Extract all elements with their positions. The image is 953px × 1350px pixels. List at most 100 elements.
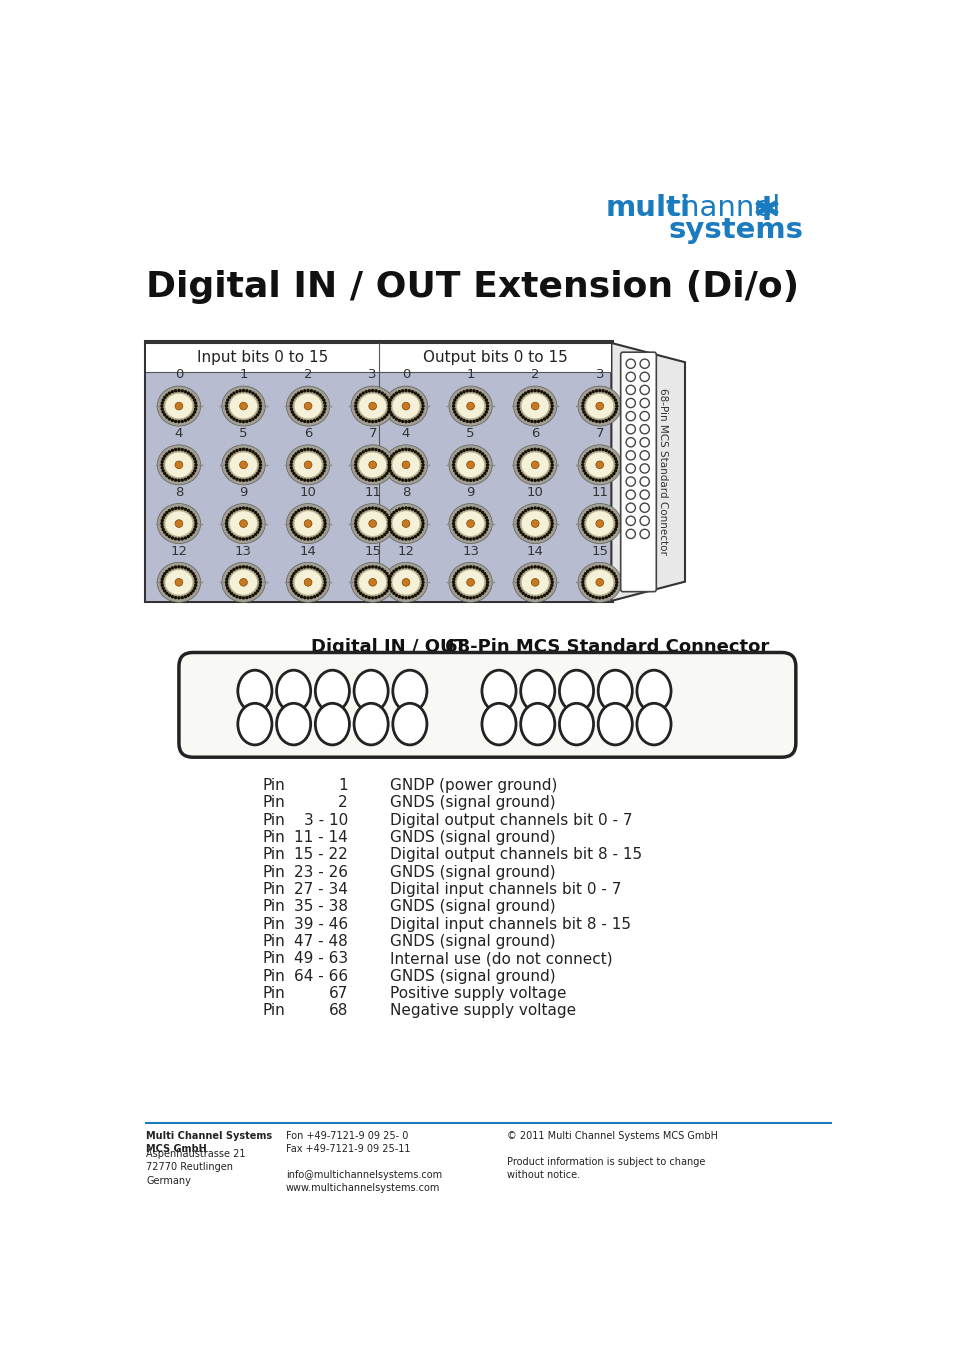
Circle shape bbox=[397, 448, 401, 452]
Circle shape bbox=[456, 591, 459, 595]
Circle shape bbox=[171, 566, 174, 570]
Circle shape bbox=[397, 478, 401, 481]
Circle shape bbox=[453, 528, 456, 532]
Circle shape bbox=[613, 575, 617, 578]
Circle shape bbox=[455, 471, 457, 475]
Circle shape bbox=[180, 537, 184, 540]
Circle shape bbox=[615, 522, 618, 525]
Circle shape bbox=[184, 566, 187, 570]
Circle shape bbox=[387, 518, 391, 522]
Circle shape bbox=[395, 535, 397, 539]
Circle shape bbox=[550, 466, 553, 470]
Circle shape bbox=[257, 575, 261, 578]
Circle shape bbox=[477, 417, 481, 421]
Circle shape bbox=[468, 537, 472, 541]
Circle shape bbox=[225, 578, 229, 580]
Circle shape bbox=[615, 580, 618, 585]
Circle shape bbox=[484, 575, 488, 578]
Circle shape bbox=[193, 518, 197, 522]
Circle shape bbox=[414, 450, 416, 454]
Circle shape bbox=[355, 458, 358, 460]
Circle shape bbox=[382, 452, 386, 455]
Circle shape bbox=[245, 420, 249, 423]
Ellipse shape bbox=[598, 670, 632, 711]
Ellipse shape bbox=[393, 703, 427, 745]
Text: Digital input channels bit 8 - 15: Digital input channels bit 8 - 15 bbox=[390, 917, 631, 932]
Circle shape bbox=[414, 535, 416, 539]
Circle shape bbox=[310, 389, 313, 393]
Text: 3: 3 bbox=[368, 369, 376, 382]
Circle shape bbox=[292, 413, 295, 416]
Circle shape bbox=[161, 575, 165, 578]
Circle shape bbox=[581, 575, 585, 578]
Circle shape bbox=[318, 393, 321, 397]
Circle shape bbox=[545, 416, 548, 418]
Circle shape bbox=[387, 522, 390, 525]
Circle shape bbox=[354, 578, 357, 580]
Circle shape bbox=[385, 455, 388, 458]
Circle shape bbox=[530, 448, 533, 451]
Circle shape bbox=[180, 595, 184, 599]
Circle shape bbox=[160, 580, 163, 585]
Circle shape bbox=[168, 392, 171, 394]
Circle shape bbox=[382, 474, 386, 478]
Circle shape bbox=[545, 393, 548, 397]
Circle shape bbox=[390, 455, 394, 458]
Circle shape bbox=[161, 528, 165, 532]
Circle shape bbox=[226, 587, 230, 590]
Bar bbox=[146, 343, 611, 373]
Circle shape bbox=[253, 591, 257, 595]
Circle shape bbox=[367, 537, 371, 540]
Circle shape bbox=[364, 595, 368, 598]
Circle shape bbox=[533, 537, 537, 541]
Circle shape bbox=[392, 452, 395, 455]
Circle shape bbox=[323, 401, 326, 405]
Circle shape bbox=[517, 575, 520, 578]
Circle shape bbox=[258, 583, 262, 587]
Circle shape bbox=[241, 597, 245, 599]
Circle shape bbox=[411, 418, 414, 423]
Circle shape bbox=[526, 536, 530, 540]
Circle shape bbox=[313, 478, 316, 481]
Circle shape bbox=[600, 566, 604, 568]
Circle shape bbox=[291, 528, 294, 532]
Circle shape bbox=[322, 458, 325, 460]
Text: Internal use (do not connect): Internal use (do not connect) bbox=[390, 952, 613, 967]
Circle shape bbox=[420, 525, 424, 528]
Circle shape bbox=[550, 408, 553, 410]
Circle shape bbox=[530, 506, 533, 510]
Circle shape bbox=[639, 398, 649, 408]
Circle shape bbox=[400, 595, 404, 599]
Circle shape bbox=[361, 417, 365, 421]
Circle shape bbox=[258, 460, 262, 463]
Circle shape bbox=[526, 448, 530, 452]
Circle shape bbox=[416, 393, 419, 397]
Circle shape bbox=[387, 408, 391, 410]
Circle shape bbox=[537, 448, 539, 451]
Ellipse shape bbox=[358, 393, 386, 418]
Circle shape bbox=[539, 478, 543, 481]
Circle shape bbox=[253, 452, 257, 455]
Circle shape bbox=[257, 398, 261, 402]
Circle shape bbox=[255, 455, 259, 458]
Circle shape bbox=[322, 410, 325, 413]
Circle shape bbox=[604, 418, 607, 423]
Circle shape bbox=[596, 578, 603, 586]
Circle shape bbox=[296, 450, 300, 454]
Circle shape bbox=[390, 396, 394, 400]
Circle shape bbox=[468, 448, 472, 451]
Text: Pin: Pin bbox=[262, 882, 285, 896]
Circle shape bbox=[612, 572, 615, 575]
Circle shape bbox=[550, 401, 553, 405]
Circle shape bbox=[388, 405, 391, 408]
Circle shape bbox=[193, 578, 197, 580]
Circle shape bbox=[380, 567, 383, 571]
Ellipse shape bbox=[157, 504, 200, 544]
Circle shape bbox=[400, 566, 404, 568]
Circle shape bbox=[465, 506, 469, 510]
Circle shape bbox=[230, 510, 233, 514]
Circle shape bbox=[453, 587, 456, 590]
Circle shape bbox=[550, 463, 554, 467]
Circle shape bbox=[253, 533, 257, 536]
Circle shape bbox=[591, 448, 595, 452]
